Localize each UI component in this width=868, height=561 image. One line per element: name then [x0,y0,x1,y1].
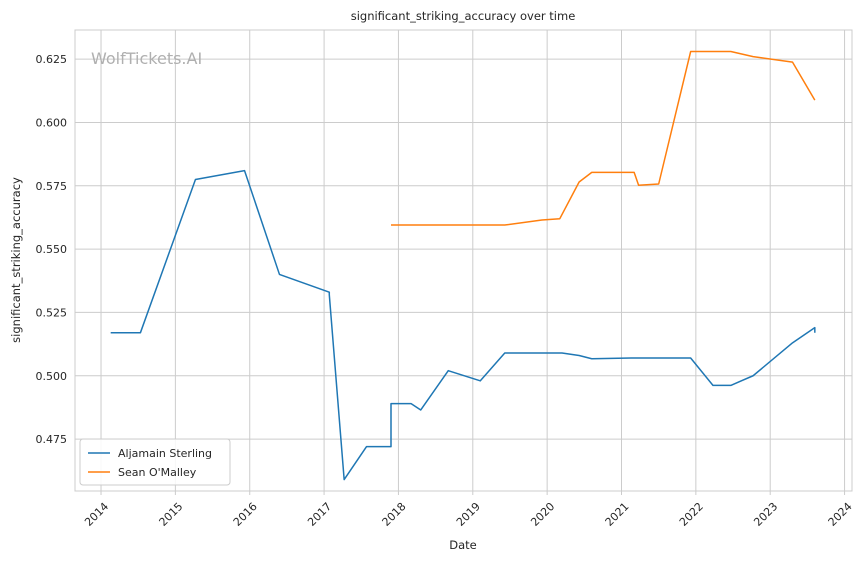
x-tick-label: 2014 [82,500,111,529]
legend-box [79,438,231,486]
legend-label-sean-omalley: Sean O'Malley [118,466,197,479]
x-tick-label: 2023 [751,500,780,529]
legend: Aljamain Sterling Sean O'Malley [79,438,231,486]
x-tick-label: 2020 [528,500,557,529]
series-line-sean-o-malley [391,50,816,226]
y-tick-label: 0.475 [36,433,68,446]
y-tick-label: 0.625 [36,53,68,66]
x-tick-label: 2018 [380,500,409,529]
plot-background [75,30,852,491]
y-tick-label: 0.600 [36,116,68,129]
x-tick-label: 2019 [454,500,483,529]
x-tick-label: 2022 [677,500,706,529]
series-line-aljamain-sterling [110,169,816,481]
x-tick-label: 2017 [305,500,334,529]
y-tick-label: 0.550 [36,243,68,256]
y-tick-label: 0.575 [36,180,68,193]
x-tick-label: 2021 [603,500,632,529]
chart-title: significant_striking_accuracy over time [351,9,576,23]
y-tick-label: 0.525 [36,306,68,319]
x-axis-label: Date [449,538,477,552]
plot-frame [74,29,853,492]
watermark: WolfTickets.AI [91,49,202,68]
series-layer [110,50,816,481]
x-tick-label: 2024 [826,500,855,529]
x-tick-label: 2016 [231,500,260,529]
x-tick-label: 2015 [157,500,186,529]
y-axis-label: significant_striking_accuracy [9,177,23,343]
legend-label-aljamain-sterling: Aljamain Sterling [118,447,212,460]
y-tick-label: 0.500 [36,370,68,383]
